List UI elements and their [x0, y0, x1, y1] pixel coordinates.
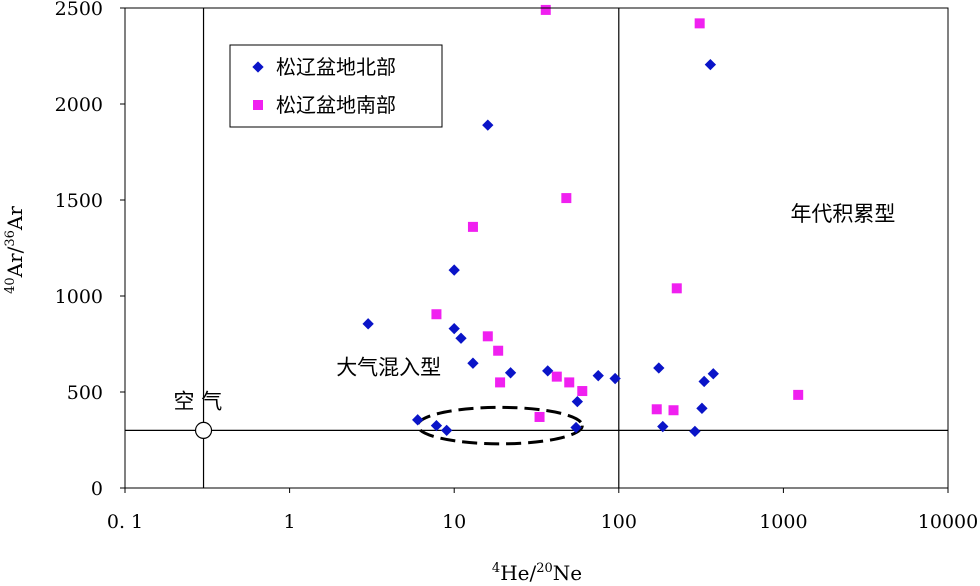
south-data-point — [551, 371, 562, 382]
data-points — [362, 4, 804, 438]
north-data-point — [448, 264, 460, 276]
south-data-point — [651, 404, 662, 415]
south-data-point — [564, 377, 575, 388]
north-data-point — [696, 402, 708, 414]
north-data-point — [653, 362, 665, 374]
plot-frame — [124, 7, 949, 489]
south-data-point — [577, 386, 588, 397]
north-data-point — [542, 365, 554, 377]
air-point-marker — [194, 421, 213, 439]
y-axis-title-sup: 36 — [3, 230, 18, 247]
south-data-point — [540, 4, 551, 15]
south-data-point — [467, 221, 478, 232]
north-data-point — [570, 421, 582, 434]
south-data-point — [668, 405, 679, 416]
south-data-point — [493, 345, 504, 356]
x-tick-label: 1000 — [759, 511, 807, 533]
north-data-point — [689, 425, 701, 438]
legend: 松辽盆地北部 松辽盆地南部 — [229, 44, 443, 128]
south-data-point — [561, 193, 572, 204]
legend-label-south: 松辽盆地南部 — [276, 93, 396, 117]
x-axis-title-post: Ne — [553, 561, 582, 585]
north-data-point — [707, 368, 719, 380]
south-data-point — [431, 309, 442, 320]
south-data-point — [793, 389, 804, 400]
north-data-point — [698, 375, 710, 388]
north-data-point — [430, 419, 443, 432]
north-data-point — [609, 372, 621, 385]
north-data-point — [441, 424, 453, 437]
north-data-point — [362, 318, 374, 330]
north-data-point — [455, 332, 467, 344]
legend-box — [229, 44, 443, 128]
south-data-point — [694, 18, 705, 29]
y-tick-label: 1500 — [55, 190, 103, 212]
y-axis-title: 40Ar/36Ar — [3, 206, 27, 294]
north-data-point — [448, 322, 460, 335]
north-data-point — [592, 370, 604, 382]
x-axis-title-sup: 20 — [536, 561, 553, 576]
dashed-ellipse — [416, 405, 584, 446]
axis-ticks: 0. 1 1 10 100 1000 10000 0 500 1000 1500 2000 2500 — [55, 0, 979, 533]
x-tick-label: 1 — [284, 511, 296, 533]
south-data-point — [495, 377, 506, 388]
air-point-label: 空 气 — [174, 389, 223, 413]
north-data-point — [482, 119, 494, 131]
y-axis-title-post: Ar — [3, 206, 27, 231]
x-axis-title: 4He/20Ne — [492, 561, 582, 585]
legend-square-icon — [253, 100, 263, 110]
x-tick-label: 100 — [601, 511, 637, 533]
south-data-point — [534, 411, 545, 422]
north-data-point — [412, 414, 424, 426]
north-data-point — [571, 395, 584, 408]
y-tick-label: 2500 — [55, 0, 103, 20]
y-axis-title-mid: Ar/ — [3, 246, 27, 278]
y-tick-label: 500 — [67, 382, 103, 404]
north-data-point — [657, 420, 669, 433]
x-tick-label: 0. 1 — [107, 511, 143, 533]
y-tick-label: 0 — [91, 478, 103, 500]
south-data-point — [482, 331, 493, 342]
x-axis-title-pre: 4 — [492, 561, 500, 576]
legend-label-north: 松辽盆地北部 — [276, 55, 396, 79]
x-axis-title-mid: He/ — [500, 561, 536, 585]
y-tick-label: 1000 — [55, 286, 103, 308]
x-tick-label: 10 — [442, 511, 466, 533]
reference-lines: 空 气 — [125, 8, 948, 488]
north-data-point — [467, 357, 479, 369]
ellipse-layer — [416, 405, 584, 446]
y-axis-title-pre: 40 — [3, 277, 18, 294]
annotation-atmospheric-type: 大气混入型 — [336, 356, 441, 380]
x-tick-label: 10000 — [918, 511, 978, 533]
south-data-point — [671, 283, 682, 294]
north-data-point — [504, 367, 517, 379]
annotation-accumulation-type: 年代积累型 — [790, 202, 895, 226]
y-tick-label: 2000 — [55, 94, 103, 116]
north-data-point — [704, 58, 717, 71]
